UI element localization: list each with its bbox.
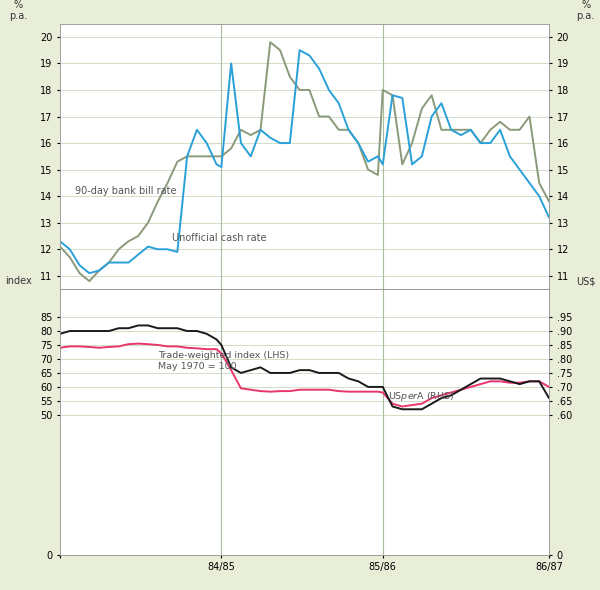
Text: index: index bbox=[5, 277, 32, 287]
Text: Unofficial cash rate: Unofficial cash rate bbox=[172, 233, 267, 243]
Text: 90-day bank bill rate: 90-day bank bill rate bbox=[74, 185, 176, 195]
Text: US$ per $A (RHS): US$ per $A (RHS) bbox=[388, 391, 454, 404]
Text: Trade-weighted index (LHS)
May 1970 = 100: Trade-weighted index (LHS) May 1970 = 10… bbox=[158, 350, 289, 371]
Text: %
p.a.: % p.a. bbox=[577, 0, 595, 21]
Text: %
p.a.: % p.a. bbox=[10, 0, 28, 21]
Text: US$: US$ bbox=[576, 277, 595, 287]
